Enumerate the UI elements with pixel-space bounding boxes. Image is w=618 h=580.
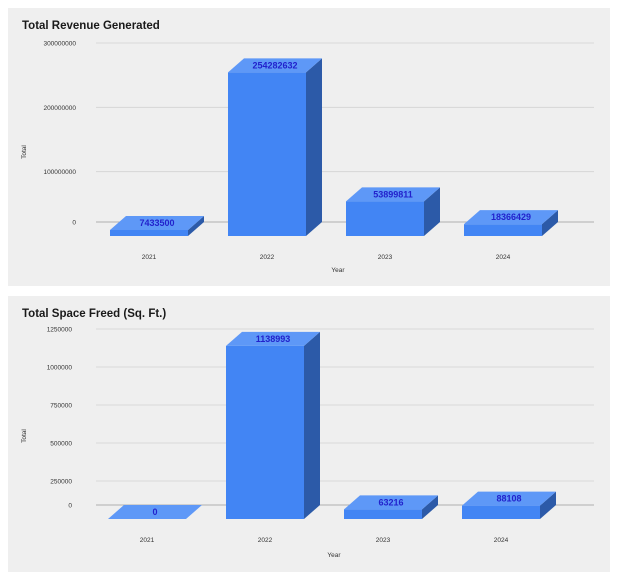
y-tick-label: 500000 bbox=[50, 441, 72, 448]
chart-title: Total Space Freed (Sq. Ft.) bbox=[22, 308, 166, 320]
y-tick-label: 300000000 bbox=[43, 41, 76, 48]
x-tick-label: 2022 bbox=[258, 537, 273, 544]
bar-front bbox=[346, 201, 424, 236]
y-tick-label: 0 bbox=[72, 220, 76, 227]
bar-top bbox=[110, 216, 204, 230]
bar-top bbox=[344, 495, 438, 510]
bar-top bbox=[462, 491, 556, 506]
bar-front bbox=[110, 230, 188, 236]
space-freed-chart-panel: Total Space Freed (Sq. Ft.) Total Year 0… bbox=[8, 296, 610, 572]
y-tick-label: 250000 bbox=[50, 479, 72, 486]
bar-floor bbox=[108, 505, 202, 519]
chart-title: Total Revenue Generated bbox=[22, 20, 160, 32]
x-tick-label: 2021 bbox=[142, 254, 157, 261]
bar-top bbox=[346, 187, 440, 202]
y-tick-label: 1000000 bbox=[47, 365, 73, 372]
x-tick-label: 2023 bbox=[378, 254, 393, 261]
bar-side bbox=[540, 491, 556, 519]
data-label: 1138993 bbox=[256, 334, 291, 344]
data-label: 63216 bbox=[378, 497, 403, 507]
x-axis-title: Year bbox=[327, 552, 341, 559]
x-tick-label: 2024 bbox=[496, 254, 511, 261]
bar-front bbox=[462, 505, 540, 519]
bar-side bbox=[542, 210, 558, 236]
bar-top bbox=[226, 331, 320, 346]
x-tick-label: 2024 bbox=[494, 537, 509, 544]
bar-side bbox=[422, 495, 438, 519]
bar-front bbox=[464, 224, 542, 236]
x-axis-title: Year bbox=[331, 267, 345, 274]
bar-side bbox=[304, 331, 320, 519]
y-tick-label: 100000000 bbox=[43, 169, 76, 176]
y-tick-label: 200000000 bbox=[43, 105, 76, 112]
revenue-chart: Total Revenue Generated Total Year 0 1000… bbox=[21, 20, 594, 274]
bar-2023 bbox=[344, 495, 438, 519]
bar-top bbox=[228, 58, 322, 73]
bar-front bbox=[344, 509, 422, 519]
x-tick-label: 2023 bbox=[376, 537, 391, 544]
data-label: 7433500 bbox=[139, 218, 174, 228]
x-tick-label: 2022 bbox=[260, 254, 275, 261]
bar-side bbox=[424, 187, 440, 236]
bar-side bbox=[306, 58, 322, 237]
bar-2022 bbox=[226, 331, 320, 519]
revenue-chart-panel: Total Revenue Generated Total Year 0 1000… bbox=[8, 8, 610, 286]
y-tick-label: 1250000 bbox=[47, 327, 73, 334]
y-tick-label: 750000 bbox=[50, 403, 72, 410]
bar-2024 bbox=[462, 491, 556, 519]
space-freed-chart: Total Space Freed (Sq. Ft.) Total Year 0… bbox=[21, 308, 594, 559]
bar-2021 bbox=[108, 505, 202, 519]
bar-2024 bbox=[464, 210, 558, 236]
bar-side bbox=[188, 216, 204, 236]
bar-front bbox=[228, 72, 306, 237]
data-label: 0 bbox=[152, 507, 157, 517]
data-label: 254282632 bbox=[252, 60, 297, 70]
y-axis-title: Total bbox=[21, 429, 28, 443]
bar-2021 bbox=[110, 216, 204, 236]
bar-front bbox=[226, 345, 304, 519]
data-label: 88108 bbox=[496, 494, 521, 504]
data-label: 18366429 bbox=[491, 212, 531, 222]
y-tick-label: 0 bbox=[68, 503, 72, 510]
bar-2023 bbox=[346, 187, 440, 236]
bar-2022 bbox=[228, 58, 322, 237]
x-tick-label: 2021 bbox=[140, 537, 155, 544]
bar-top bbox=[464, 210, 558, 225]
y-axis-title: Total bbox=[21, 145, 28, 159]
data-label: 53899811 bbox=[373, 189, 413, 199]
